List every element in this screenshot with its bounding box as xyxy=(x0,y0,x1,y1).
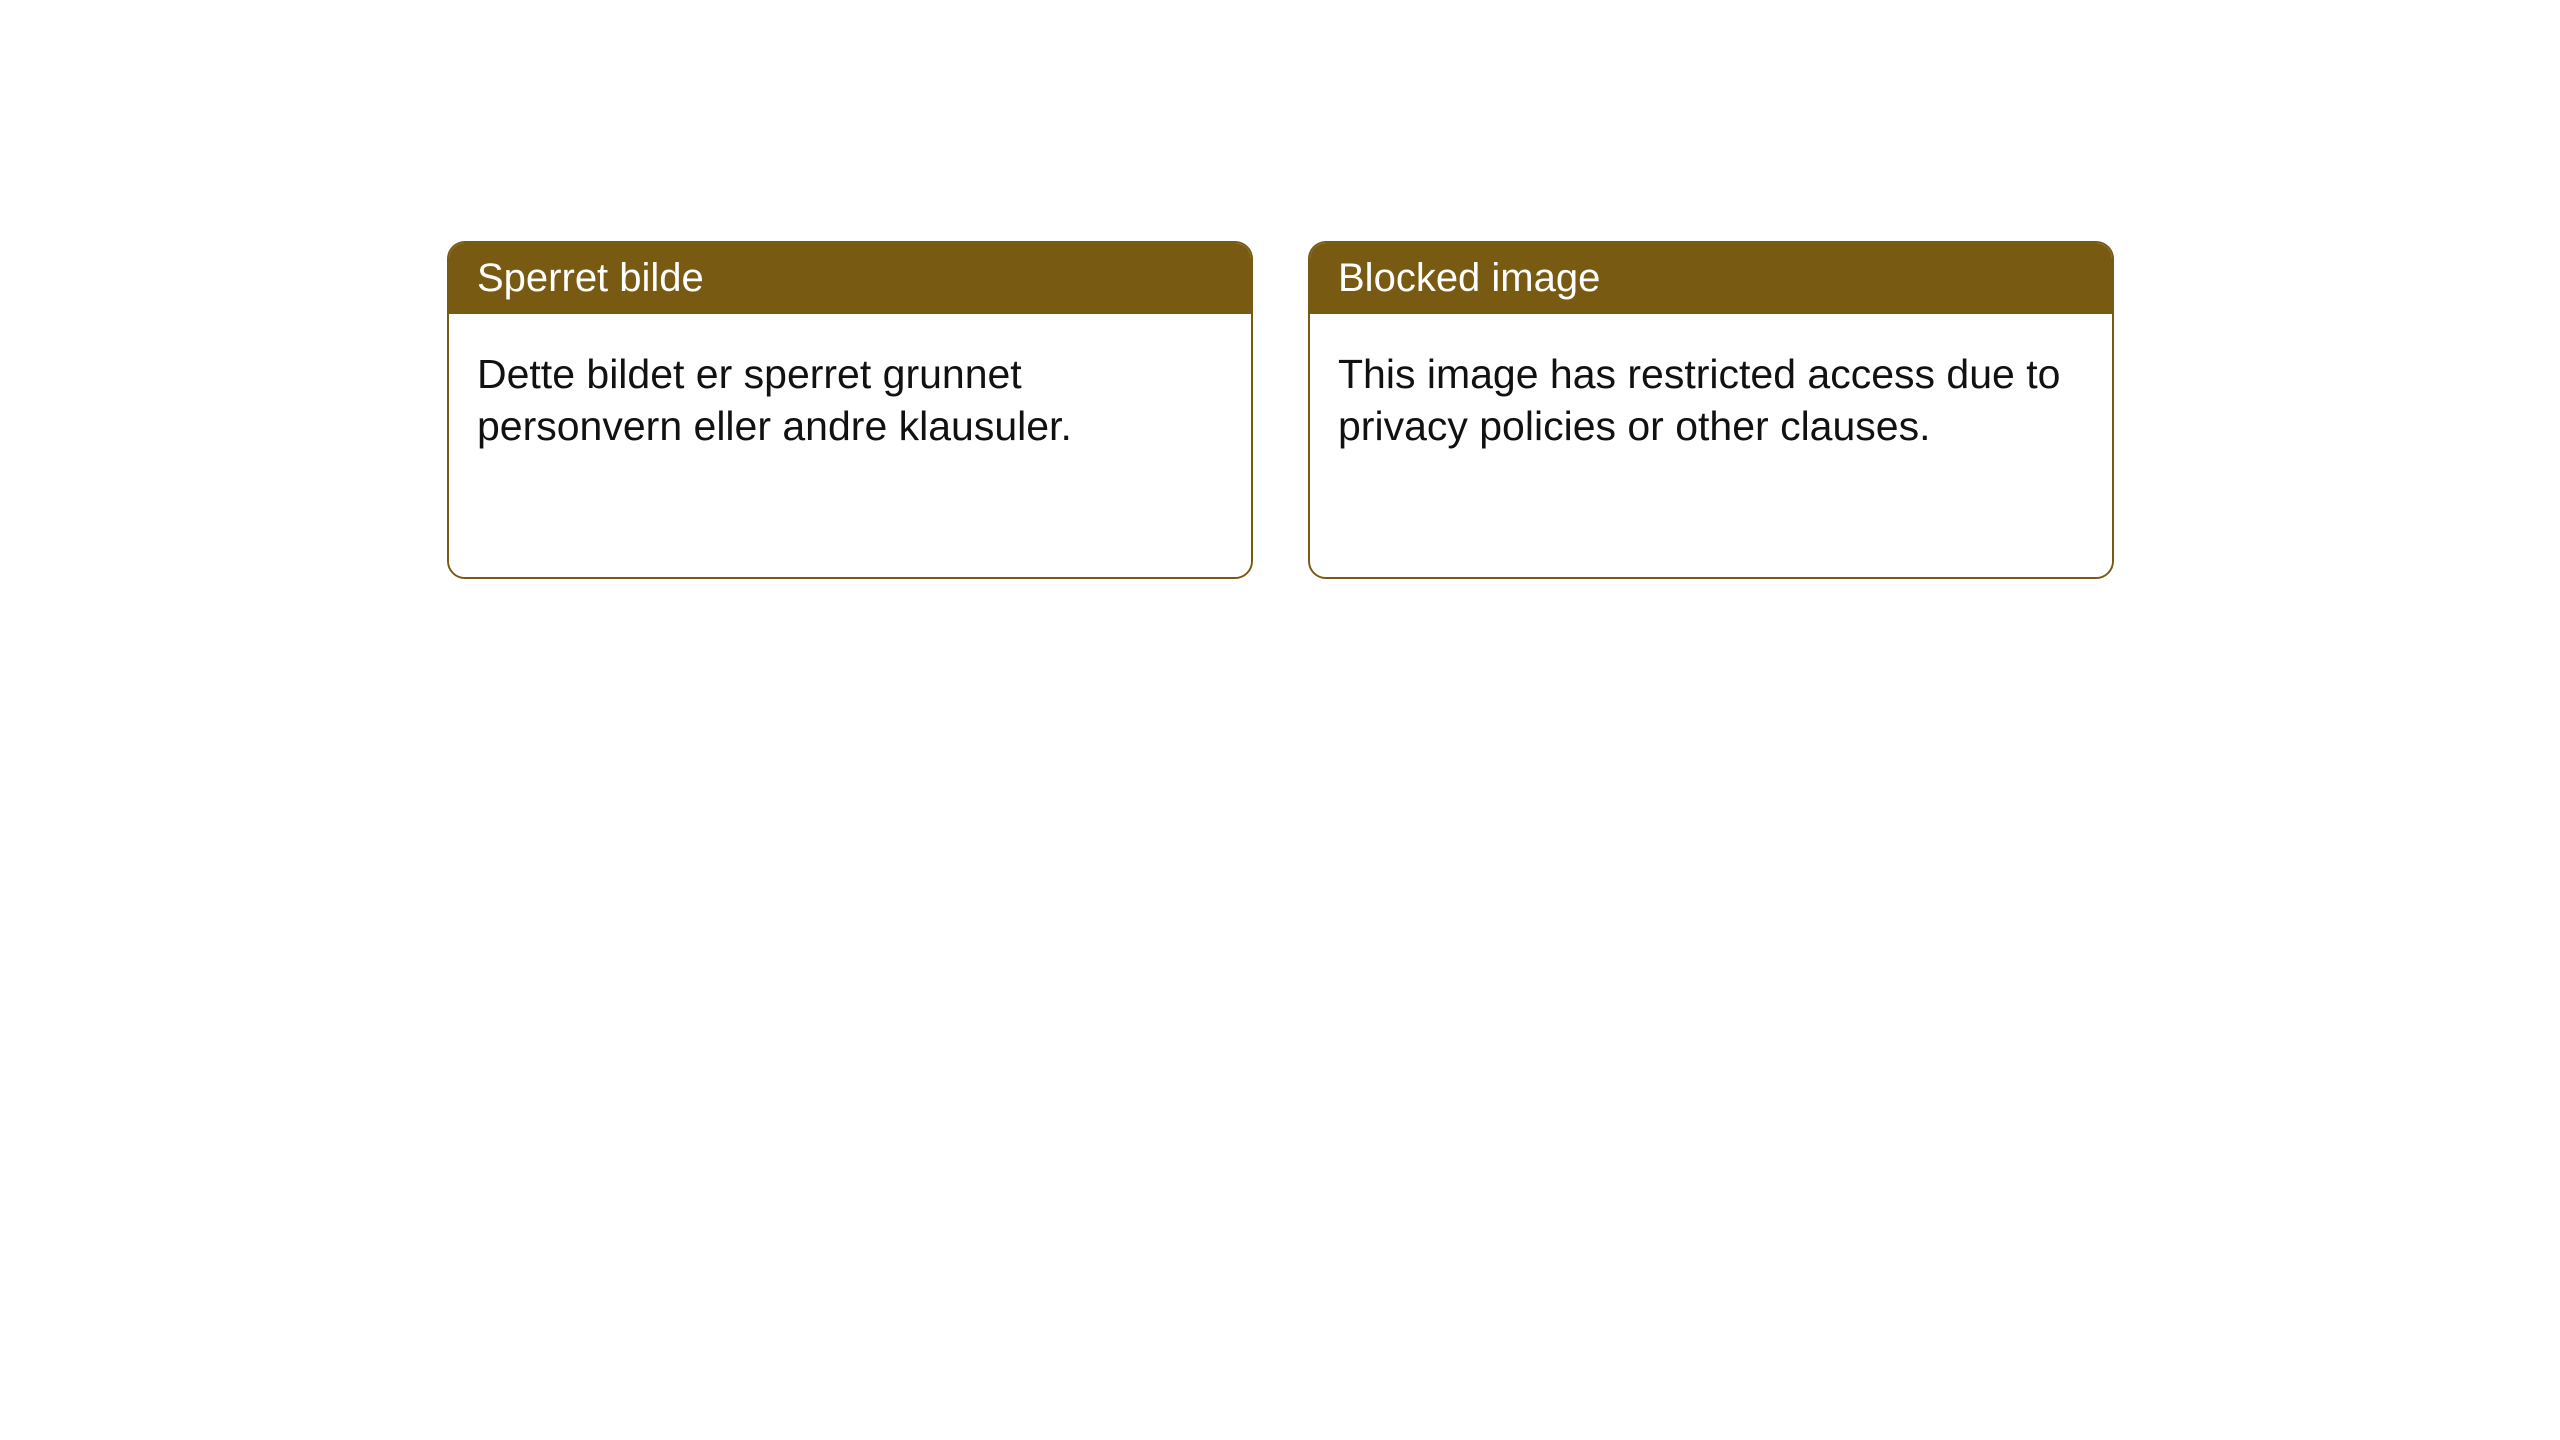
notice-header-en: Blocked image xyxy=(1310,243,2112,314)
notice-card-en: Blocked image This image has restricted … xyxy=(1308,241,2114,579)
notice-header-no: Sperret bilde xyxy=(449,243,1251,314)
notice-body-en: This image has restricted access due to … xyxy=(1310,314,2112,577)
notice-container: Sperret bilde Dette bildet er sperret gr… xyxy=(447,241,2114,579)
notice-body-no: Dette bildet er sperret grunnet personve… xyxy=(449,314,1251,577)
notice-card-no: Sperret bilde Dette bildet er sperret gr… xyxy=(447,241,1253,579)
